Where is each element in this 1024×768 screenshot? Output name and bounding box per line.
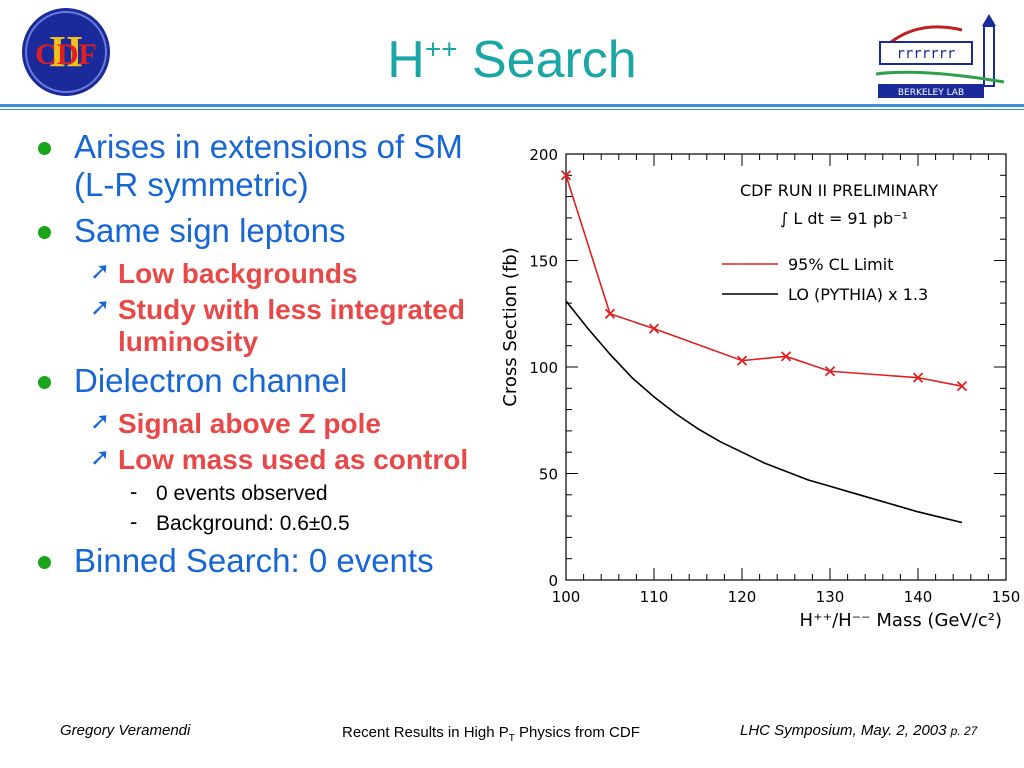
y-axis-label: Cross Section (fb): [500, 247, 521, 406]
y-tick-label: 200: [529, 146, 558, 164]
x-tick-label: 130: [816, 588, 845, 606]
x-tick-label: 110: [640, 588, 669, 606]
footer-talk-title: Recent Results in High PT Physics from C…: [342, 724, 640, 744]
sub-sub-bullet-item: -0 events observed: [130, 479, 328, 505]
footer-author: Gregory Veramendi: [60, 722, 191, 739]
marker-stroke: [604, 308, 616, 319]
bullet-dot-icon: [38, 226, 51, 239]
svg-text:II: II: [49, 27, 83, 76]
sub-sub-bullet-item: - Background: 0.6±0.5: [130, 509, 350, 535]
header-rule-thin: [0, 109, 1024, 110]
data-point-marker: [824, 366, 836, 377]
marker-stroke: [824, 366, 836, 377]
bullet-dot-icon: [38, 142, 51, 155]
data-point-marker: [956, 381, 968, 392]
chart-title: CDF RUN II PRELIMINARY: [740, 181, 938, 200]
marker-stroke: [780, 351, 792, 362]
y-tick-label: 50: [539, 466, 558, 484]
arrow-icon: ➚: [90, 294, 111, 321]
legend-label: LO (PYTHIA) x 1.3: [788, 285, 928, 304]
series-line: [565, 175, 963, 387]
arrow-icon: ➚: [90, 444, 111, 471]
arrow-icon: ➚: [90, 258, 111, 285]
marker-stroke: [736, 355, 748, 366]
marker-stroke: [956, 381, 968, 392]
bullet-list: Arises in extensions of SM (L-R symmetri…: [30, 128, 510, 588]
data-point-marker: [912, 372, 924, 383]
y-tick-label: 0: [548, 572, 558, 590]
page-number: p. 27: [950, 724, 978, 738]
data-point-marker: [736, 355, 748, 366]
sub-bullet-item: ➚ Study with less integrated luminosity: [90, 294, 465, 357]
svg-text:rrrrrrr: rrrrrrr: [896, 46, 955, 62]
y-tick-label: 150: [529, 253, 558, 271]
dash-icon: -: [130, 509, 138, 534]
slide-title: H++ Search: [387, 31, 637, 89]
marker-stroke: [560, 170, 572, 181]
x-tick-label: 100: [552, 588, 581, 606]
cdf-logo: II CDF: [22, 8, 110, 96]
bullet-item: Arises in extensions of SM (L-R symmetri…: [30, 128, 510, 204]
x-tick-label: 140: [904, 588, 933, 606]
legend-label: 95% CL Limit: [788, 255, 893, 274]
berkeley-lab-text: BERKELEY LAB: [898, 88, 964, 98]
bullet-item: Dielectron channel: [30, 362, 510, 400]
header-rule: [0, 104, 1024, 107]
x-tick-label: 150: [992, 588, 1021, 606]
sub-bullet-item: ➚ Low backgrounds: [90, 258, 358, 289]
footer-venue: LHC Symposium, May. 2, 2003 p. 27: [740, 722, 978, 739]
bullet-dot-icon: [38, 376, 51, 389]
data-point-marker: [560, 170, 572, 181]
x-axis-label: H⁺⁺/H⁻⁻ Mass (GeV/c²): [800, 610, 1002, 631]
sub-bullet-item: ➚ Signal above Z pole: [90, 408, 381, 439]
marker-stroke: [648, 323, 660, 334]
data-point-marker: [604, 308, 616, 319]
arrow-icon: ➚: [90, 408, 111, 435]
y-tick-label: 100: [529, 359, 558, 377]
data-point-marker: [780, 351, 792, 362]
bullet-item: Same sign leptons: [30, 212, 510, 250]
series-line: [565, 300, 963, 524]
marker-stroke: [912, 372, 924, 383]
chart-subtitle: ∫ L dt = 91 pb⁻¹: [780, 209, 908, 228]
cross-section-chart: 0 50 100 150 200 100 110 120 130 140 150 Cross Sect…: [500, 146, 1021, 631]
sub-bullet-item: ➚ Low mass used as control: [90, 444, 469, 475]
berkeley-lab-logo: rrrrrrr BERKELEY LAB: [875, 14, 1005, 98]
x-tick-label: 120: [728, 588, 757, 606]
bullet-dot-icon: [38, 556, 51, 569]
data-point-marker: [648, 323, 660, 334]
bullet-item: Binned Search: 0 events: [30, 542, 510, 580]
dash-icon: -: [130, 479, 138, 504]
cdf-logo-text: CDF: [35, 38, 97, 71]
